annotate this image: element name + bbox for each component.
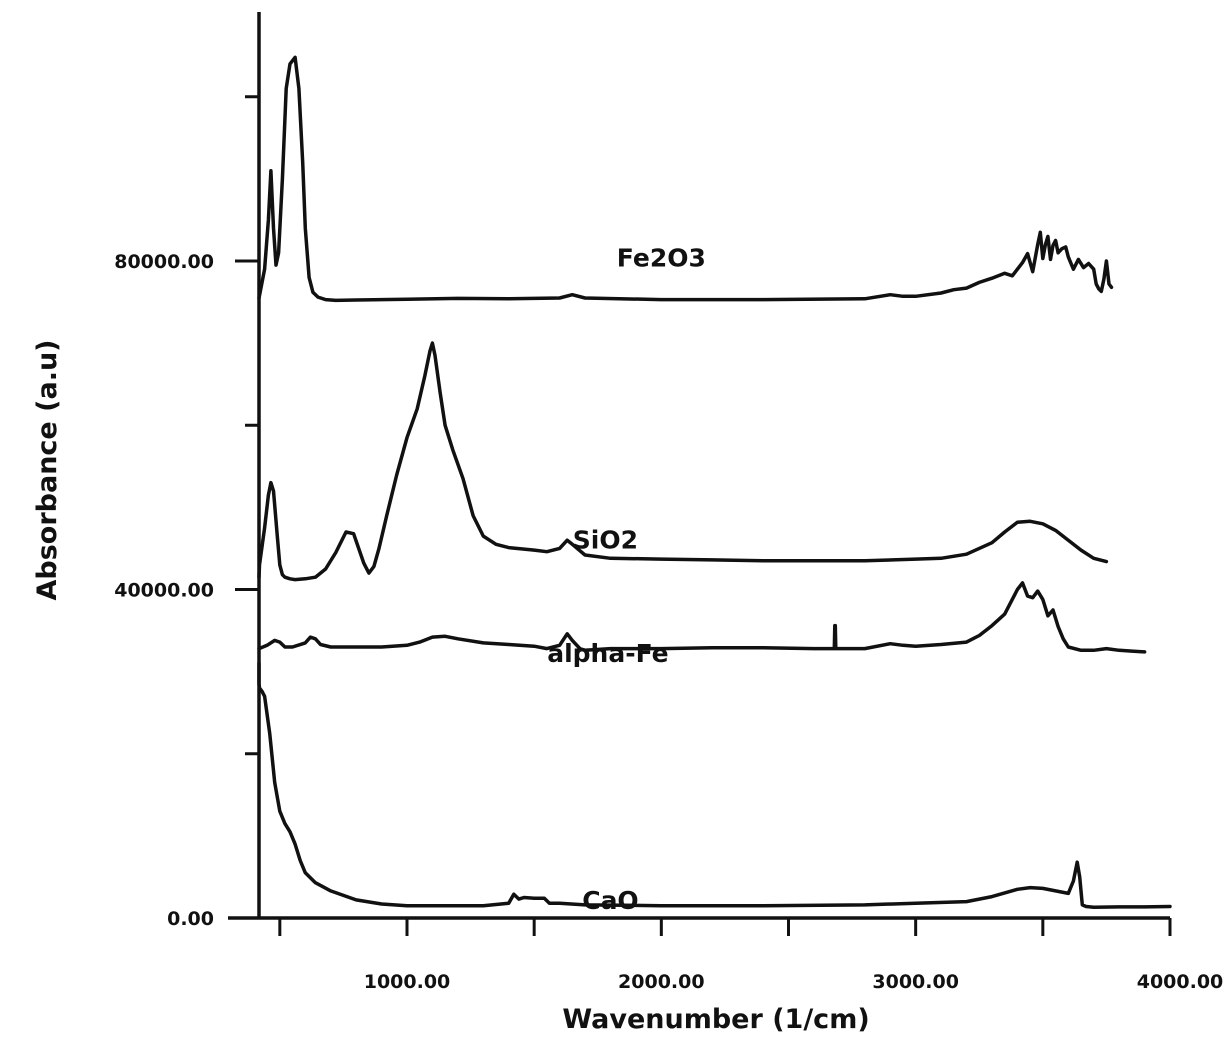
y-axis-title: Absorbance (a.u): [32, 339, 63, 600]
series-label-cao: CaO: [582, 886, 638, 915]
y-tick-label: 40000.00: [114, 580, 214, 602]
y-tick-label: 0.00: [167, 908, 214, 930]
x-tick-label: 4000.00: [1137, 971, 1224, 993]
series-line-cao: [257, 661, 1172, 910]
y-ticks: 0.00 40000.00 80000.00: [114, 95, 259, 930]
series-label-sio2: SiO2: [573, 525, 638, 554]
x-tick-label: 3000.00: [872, 971, 959, 993]
y-tick-label: 80000.00: [114, 251, 214, 273]
series-line-fe2o3: [257, 55, 1114, 303]
series-label-fe2o3: Fe2O3: [617, 244, 706, 273]
axes: [228, 12, 1170, 920]
series-line-sio2: [257, 341, 1109, 582]
x-axis-title: Wavenumber (1/cm): [562, 1004, 869, 1035]
x-tick-label: 1000.00: [364, 971, 451, 993]
series-label-alpha-fe: alpha-Fe: [547, 639, 668, 668]
series-line-alpha-fe: [257, 581, 1147, 654]
x-tick-label: 2000.00: [618, 971, 705, 993]
plot-series: Fe2O3 SiO2 alpha-Fe CaO: [257, 55, 1172, 915]
x-ticks: 1000.00 2000.00 3000.00 4000.00: [278, 918, 1224, 993]
